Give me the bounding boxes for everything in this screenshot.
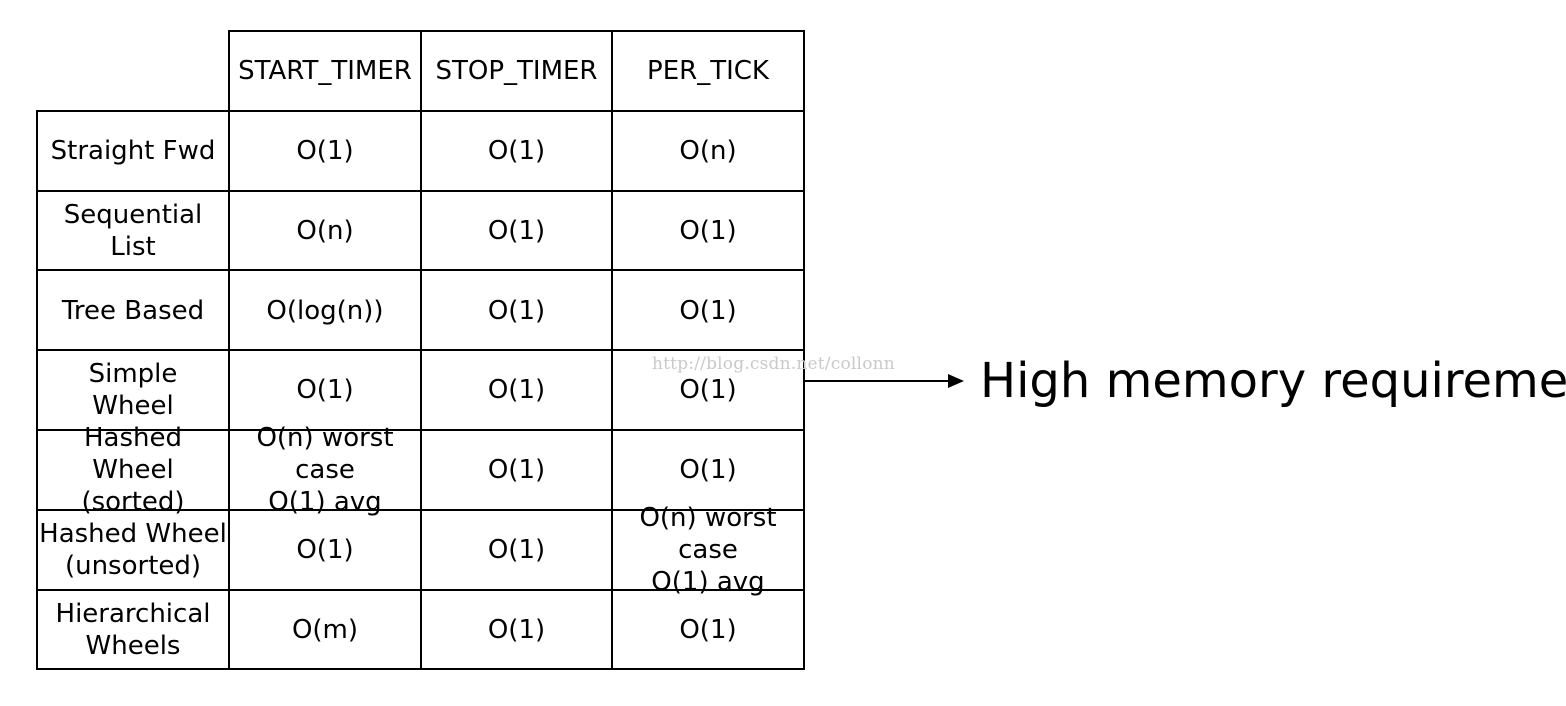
cell-start-timer: O(1): [296, 535, 354, 565]
cell-stop-timer: O(1): [487, 615, 546, 645]
annotation-high-memory: High memory requirement: [980, 353, 1566, 409]
table-border-left: [36, 110, 38, 670]
cell-start-timer: O(1): [296, 375, 354, 405]
cell-per-tick: O(1): [679, 455, 737, 485]
cell-stop-timer: O(1): [487, 136, 546, 166]
cell-per-tick: O(1): [679, 216, 737, 246]
cell-per-tick: O(1): [679, 375, 737, 405]
row-label-straight-fwd: Straight Fwd: [50, 136, 216, 166]
cell-per-tick: O(1): [679, 615, 737, 645]
table-border-right: [803, 30, 805, 670]
table-rule: [611, 30, 613, 670]
column-header-start-timer: START_TIMER: [238, 56, 412, 86]
cell-stop-timer: O(1): [487, 535, 546, 565]
cell-stop-timer: O(1): [487, 455, 546, 485]
row-label-tree-based: Tree Based: [61, 295, 205, 326]
row-label-hashed-wheel-unsorted: Hashed Wheel (unsorted): [39, 519, 227, 581]
row-label-hierarchical-wheels: Hierarchical Wheels: [55, 599, 211, 661]
cell-stop-timer: O(1): [487, 295, 546, 326]
table-rule: [228, 30, 230, 670]
cell-start-timer: O(n): [296, 216, 354, 246]
row-label-sequential-list: Sequential List: [63, 200, 203, 262]
column-header-stop-timer: STOP_TIMER: [435, 56, 598, 86]
arrow-head: [948, 374, 964, 388]
cell-start-timer: O(m): [291, 615, 359, 645]
watermark: http://blog.csdn.net/collonn: [652, 354, 895, 374]
table-rule: [420, 30, 422, 670]
cell-per-tick: O(1): [679, 295, 737, 326]
table-border-top: [228, 30, 805, 32]
column-header-per-tick: PER_TICK: [647, 56, 769, 86]
row-label-simple-wheel: Simple Wheel: [88, 359, 178, 421]
cell-per-tick: O(n): [679, 136, 737, 166]
cell-stop-timer: O(1): [487, 216, 546, 246]
cell-start-timer: O(log(n)): [266, 295, 384, 326]
cell-stop-timer: O(1): [487, 375, 546, 405]
cell-start-timer: O(1): [296, 136, 354, 166]
